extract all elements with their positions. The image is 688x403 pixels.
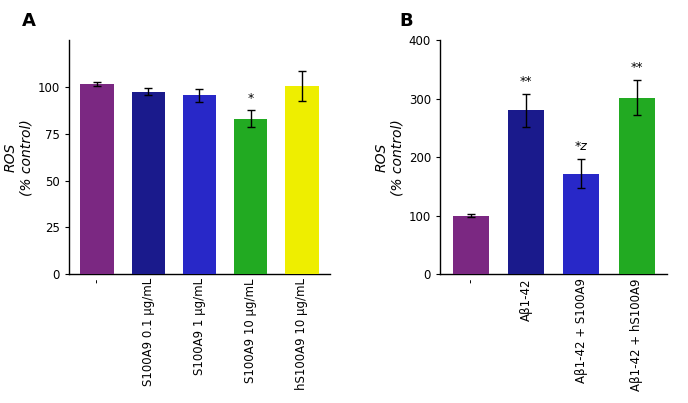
Bar (453, 216, 488, 274)
Y-axis label: ROS
(% control): ROS (% control) (3, 119, 33, 195)
Bar (80, 84, 114, 274)
Bar (286, 86, 319, 274)
Text: B: B (399, 12, 413, 30)
Text: *z: *z (575, 140, 588, 153)
Text: **: ** (631, 61, 643, 74)
Bar (619, 98, 655, 274)
Text: A: A (22, 12, 36, 30)
Bar (563, 174, 599, 274)
Text: **: ** (519, 75, 533, 88)
Bar (508, 110, 544, 274)
Text: *: * (248, 91, 254, 105)
Bar (183, 96, 216, 274)
Y-axis label: ROS
(% control): ROS (% control) (374, 119, 405, 195)
Bar (131, 92, 165, 274)
Bar (234, 119, 268, 274)
